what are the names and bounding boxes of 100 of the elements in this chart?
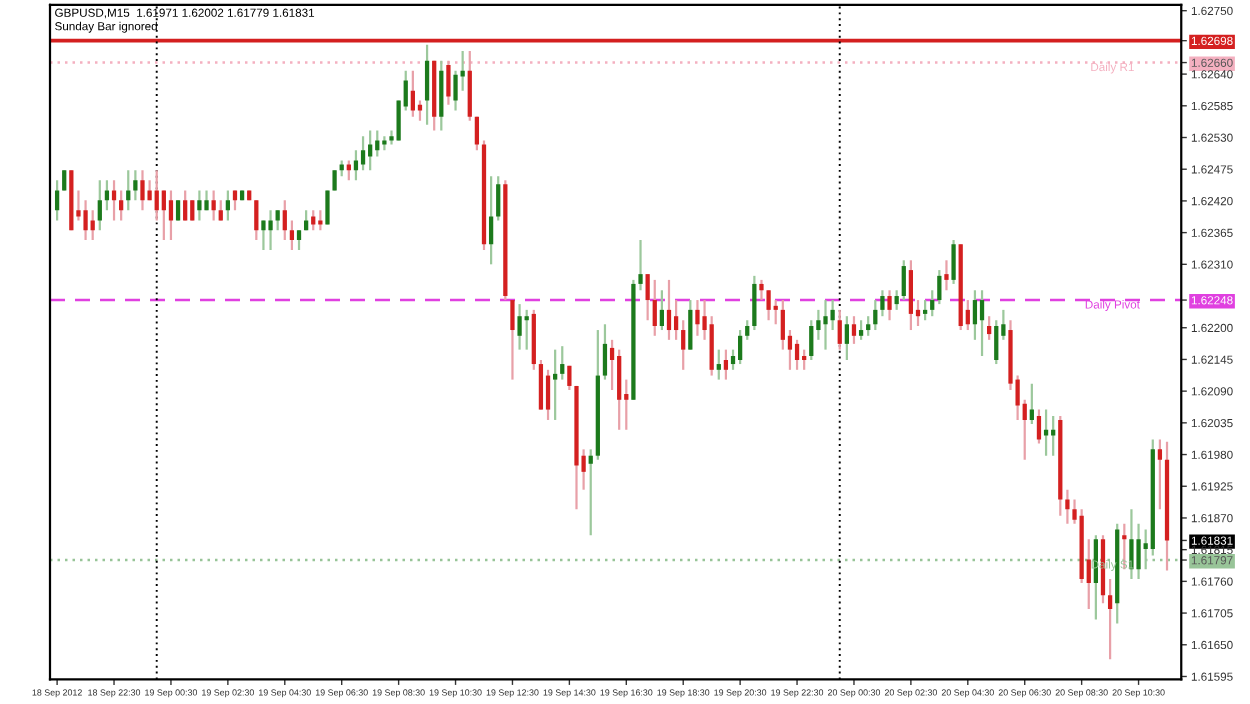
candlestick: [617, 348, 622, 431]
candlestick: [424, 43, 430, 126]
candlestick: [695, 298, 700, 337]
candlestick: [410, 69, 415, 118]
candlestick: [723, 348, 729, 381]
candlestick: [659, 289, 665, 332]
candlestick: [887, 289, 892, 322]
candlestick: [922, 298, 928, 322]
candlestick: [175, 199, 181, 222]
candlestick: [467, 49, 472, 122]
candlestick: [524, 308, 529, 351]
candlestick: [254, 199, 259, 242]
candlestick: [197, 189, 202, 222]
candlestick: [858, 319, 864, 341]
candlestick: [602, 323, 608, 381]
candlestick: [688, 298, 693, 351]
candlestick: [360, 135, 366, 172]
candlestick: [268, 209, 273, 252]
candlestick: [752, 274, 757, 332]
candlestick: [474, 115, 480, 152]
candlestick: [62, 169, 67, 192]
candlestick: [289, 219, 295, 252]
candlestick: [54, 179, 60, 222]
candlestick: [453, 69, 458, 112]
candlestick: [780, 298, 785, 351]
candlestick: [844, 315, 849, 362]
candlestick: [901, 259, 906, 302]
candlestick: [446, 59, 451, 106]
candlestick: [325, 189, 330, 226]
candlestick: [119, 189, 124, 222]
candlestick: [794, 338, 800, 371]
candlestick: [332, 169, 337, 192]
candlestick: [609, 338, 615, 392]
candlestick: [972, 289, 978, 341]
candlestick: [1036, 408, 1042, 445]
candlestick: [225, 189, 230, 222]
candlestick: [802, 348, 807, 371]
candlestick: [1043, 408, 1049, 457]
candlestick: [560, 345, 565, 381]
candlestick: [311, 209, 316, 232]
candlestick: [951, 239, 956, 286]
candlestick: [880, 289, 885, 318]
candlestick: [930, 289, 935, 318]
candlestick: [538, 358, 544, 411]
candlestick: [567, 364, 572, 392]
candlestick: [488, 175, 494, 266]
candlestick: [759, 278, 764, 302]
candlestick: [261, 219, 266, 252]
candlestick: [994, 319, 999, 366]
candlestick: [944, 259, 949, 292]
candlestick: [133, 169, 138, 202]
candlestick: [1136, 522, 1141, 581]
candlestick: [439, 59, 444, 132]
candlestick: [709, 315, 714, 377]
candlestick: [738, 328, 743, 366]
candlestick: [140, 169, 145, 212]
candlestick: [773, 298, 778, 326]
candlestick: [652, 278, 657, 337]
candlestick: [545, 368, 551, 422]
candlestick: [716, 348, 721, 381]
candlestick: [673, 298, 679, 341]
candlestick: [937, 268, 942, 306]
candlestick: [296, 229, 302, 252]
candlestick: [837, 308, 842, 351]
candlestick: [318, 209, 323, 232]
candlestick: [823, 298, 828, 351]
candlestick: [161, 189, 166, 242]
candlestick: [1051, 414, 1056, 457]
candlestick: [553, 348, 558, 422]
candlestick: [666, 278, 672, 341]
candlestick: [745, 319, 750, 341]
candlestick: [987, 315, 992, 341]
candlestick: [809, 319, 814, 362]
candlestick: [211, 189, 216, 222]
candlestick: [190, 199, 195, 222]
candlestick: [645, 273, 650, 322]
candlestick: [496, 175, 501, 222]
candlestick: [894, 289, 899, 311]
candlestick: [275, 209, 280, 232]
candlestick: [908, 259, 914, 332]
candlestick: [517, 302, 522, 351]
candlestick: [368, 129, 373, 172]
candlestick: [183, 189, 188, 222]
candlestick: [168, 189, 174, 242]
candlestick: [873, 298, 878, 332]
candlestick: [97, 179, 102, 232]
candlestick: [1157, 438, 1163, 511]
candlestick: [1029, 382, 1034, 426]
candlestick: [851, 315, 857, 345]
candlestick: [83, 199, 88, 242]
candlestick: [1107, 577, 1113, 661]
candlestick: [588, 448, 593, 537]
candlestick: [218, 199, 223, 222]
candlestick: [282, 199, 287, 242]
candlestick: [375, 129, 380, 158]
candlestick: [154, 169, 159, 222]
candlestick: [866, 315, 871, 337]
candlestick: [681, 319, 686, 371]
candlestick: [510, 298, 515, 381]
candlestick: [1065, 488, 1070, 525]
